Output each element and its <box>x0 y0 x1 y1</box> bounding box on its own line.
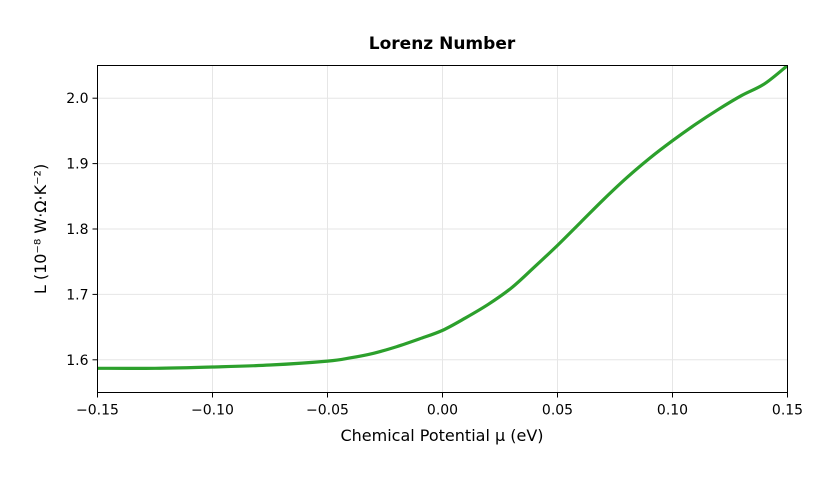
x-tick-label: 0.00 <box>427 403 458 419</box>
chart-title: Lorenz Number <box>369 34 516 54</box>
x-tick-label: −0.15 <box>76 403 119 419</box>
series-layer <box>97 65 788 370</box>
x-tick-label: −0.05 <box>306 403 349 419</box>
y-tick-label: 1.8 <box>66 222 88 238</box>
x-axis-ticks: −0.15 −0.10 −0.05 0.00 0.05 0.10 0.15 <box>76 392 803 419</box>
y-tick-label: 1.9 <box>66 157 88 173</box>
x-tick-label: 0.15 <box>772 403 803 419</box>
y-axis-title: L (10⁻⁸ W·Ω·K⁻²) <box>31 164 50 294</box>
y-tick-label: 2.0 <box>66 91 88 107</box>
series-line-0 <box>97 65 788 370</box>
x-axis-title: Chemical Potential μ (eV) <box>340 426 543 445</box>
y-tick-label: 1.6 <box>66 353 88 369</box>
x-tick-label: 0.10 <box>657 403 688 419</box>
grid <box>97 65 788 393</box>
x-tick-label: 0.05 <box>542 403 573 419</box>
x-tick-label: −0.10 <box>191 403 234 419</box>
y-tick-label: 1.7 <box>66 287 88 303</box>
y-axis-ticks: 1.6 1.7 1.8 1.9 2.0 <box>66 91 98 369</box>
